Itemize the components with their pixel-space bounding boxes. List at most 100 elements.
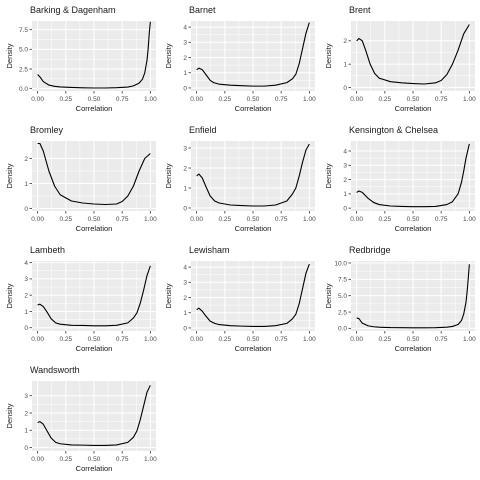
y-axis-title: Density	[5, 163, 14, 188]
y-tick-label: 3	[24, 276, 28, 283]
x-tick-label: 0.25	[378, 336, 391, 343]
y-tick-label: 2	[24, 410, 28, 417]
x-tick-label: 0.75	[435, 96, 448, 103]
y-tick-label: 7.5	[338, 277, 347, 284]
x-tick-label: 0.50	[88, 96, 101, 103]
x-axis-title: Correlation	[76, 344, 113, 353]
y-axis-title: Density	[5, 283, 14, 308]
y-axis-title: Density	[324, 43, 333, 68]
x-tick-label: 1.00	[144, 456, 157, 463]
x-tick-label: 0.50	[88, 456, 101, 463]
density-curve	[196, 263, 310, 327]
x-tick-label: 0.25	[378, 96, 391, 103]
y-tick-label: 1	[24, 181, 28, 188]
y-tick-label: 0	[183, 85, 187, 92]
y-tick-label: 3	[343, 163, 347, 170]
y-tick-label: 1	[183, 70, 187, 77]
x-tick-label: 0.50	[407, 216, 420, 223]
y-tick-label: 0	[24, 206, 28, 213]
x-tick-label: 0.75	[116, 216, 129, 223]
x-tick-label: 0.25	[59, 456, 72, 463]
y-tick-label: 2.5	[338, 309, 347, 316]
x-axis-title: Correlation	[395, 344, 432, 353]
x-tick-label: 0.50	[247, 336, 260, 343]
y-axis-title: Density	[324, 283, 333, 308]
y-tick-label: 1	[343, 61, 347, 68]
y-tick-label: 5.0	[19, 47, 28, 54]
facet-title: Redbridge	[349, 245, 391, 255]
y-tick-label: 5.0	[338, 293, 347, 300]
y-tick-label: 2.5	[19, 66, 28, 73]
x-tick-label: 1.00	[303, 216, 316, 223]
facet-panel: Lambeth 0.00 0.25 0.50 0.75 1.00 0 1 2 3 4 Correlat…	[5, 245, 157, 353]
facet-title: Brent	[349, 5, 371, 15]
y-axis-title: Density	[164, 163, 173, 188]
x-tick-label: 0.00	[350, 96, 363, 103]
facet-title: Kensington & Chelsea	[349, 125, 438, 135]
y-tick-label: 0	[343, 85, 347, 92]
x-tick-label: 1.00	[303, 336, 316, 343]
y-tick-label: 7.5	[19, 27, 28, 34]
x-axis-title: Correlation	[235, 224, 272, 233]
density-curve	[37, 385, 151, 447]
x-tick-label: 0.50	[407, 96, 420, 103]
x-tick-label: 0.00	[190, 216, 203, 223]
y-tick-label: 0	[24, 445, 28, 452]
facet-panel: Redbridge 0.00 0.25 0.50 0.75 1.00 0.0 2.5 5.0 7.…	[324, 245, 476, 353]
y-tick-label: 2	[24, 292, 28, 299]
x-tick-label: 0.25	[378, 216, 391, 223]
x-tick-label: 0.25	[218, 96, 231, 103]
y-tick-label: 1	[24, 309, 28, 316]
y-tick-label: 2	[343, 177, 347, 184]
density-curve	[196, 143, 310, 207]
y-axis-title: Density	[324, 163, 333, 188]
density-curve	[37, 265, 151, 327]
x-tick-label: 0.75	[275, 336, 288, 343]
facet-panel: Wandsworth 0.00 0.25 0.50 0.75 1.00 0 1 2 3 Correl…	[5, 365, 157, 473]
x-tick-label: 0.00	[350, 336, 363, 343]
density-curve	[356, 264, 470, 329]
facet-panel: Kensington & Chelsea 0.00 0.25 0.50 0.75 1.00…	[324, 125, 476, 233]
y-tick-label: 0.0	[19, 86, 28, 93]
y-tick-label: 2	[183, 165, 187, 172]
density-curve	[37, 142, 151, 206]
x-axis-title: Correlation	[76, 224, 113, 233]
y-tick-label: 1	[183, 185, 187, 192]
y-tick-label: 3	[183, 145, 187, 152]
y-tick-label: 3	[183, 40, 187, 47]
y-tick-label: 4	[183, 24, 187, 31]
y-tick-label: 1	[343, 191, 347, 198]
x-axis-title: Correlation	[235, 104, 272, 113]
y-tick-label: 4	[24, 260, 28, 267]
x-tick-label: 0.25	[59, 216, 72, 223]
x-tick-label: 1.00	[303, 96, 316, 103]
x-axis-title: Correlation	[395, 224, 432, 233]
y-tick-label: 10.0	[334, 260, 347, 267]
x-tick-label: 0.25	[59, 96, 72, 103]
density-curve	[196, 22, 310, 87]
y-tick-label: 2	[343, 38, 347, 45]
x-tick-label: 0.00	[190, 96, 203, 103]
x-tick-label: 0.50	[247, 216, 260, 223]
x-tick-label: 1.00	[144, 216, 157, 223]
facet-panel: Barnet 0.00 0.25 0.50 0.75 1.00 0 1 2 3 4 Correlati…	[164, 5, 316, 113]
facet-panel: Bromley 0.00 0.25 0.50 0.75 1.00 0 1 2 Correlatio…	[5, 125, 157, 233]
x-tick-label: 0.25	[218, 216, 231, 223]
facet-title: Enfield	[189, 125, 217, 135]
y-tick-label: 2	[183, 295, 187, 302]
x-tick-label: 1.00	[144, 96, 157, 103]
x-tick-label: 0.50	[247, 96, 260, 103]
x-tick-label: 0.00	[31, 336, 44, 343]
x-tick-label: 1.00	[463, 336, 476, 343]
facet-title: Lambeth	[30, 245, 65, 255]
x-axis-title: Correlation	[76, 464, 113, 473]
y-tick-label: 1	[183, 310, 187, 317]
x-tick-label: 1.00	[144, 336, 157, 343]
facet-panel: Lewisham 0.00 0.25 0.50 0.75 1.00 0 1 2 3 4 Correla…	[164, 245, 316, 353]
y-tick-label: 0	[183, 205, 187, 212]
x-tick-label: 0.25	[218, 336, 231, 343]
x-tick-label: 0.75	[275, 216, 288, 223]
x-tick-label: 0.75	[116, 96, 129, 103]
y-tick-label: 4	[183, 264, 187, 271]
